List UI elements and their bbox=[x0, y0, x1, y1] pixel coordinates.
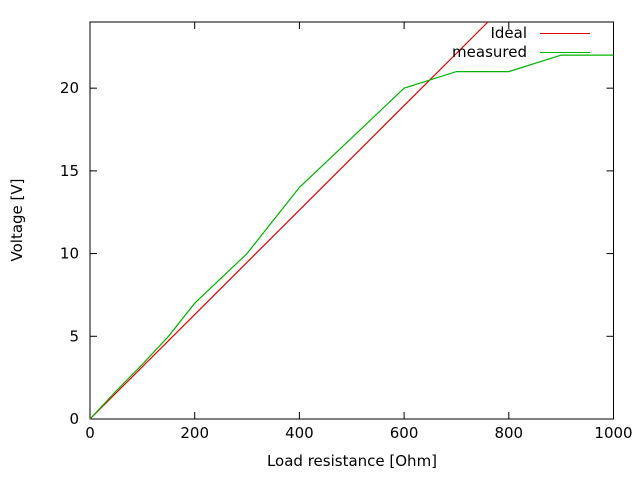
x-tick-label: 200 bbox=[180, 424, 209, 442]
legend-line-sample-ideal bbox=[540, 32, 590, 35]
x-tick-label: 600 bbox=[390, 424, 419, 442]
legend-line-sample-measured bbox=[540, 51, 590, 54]
x-tick-label: 1000 bbox=[594, 424, 632, 442]
legend-label-measured: measured bbox=[452, 43, 527, 61]
x-tick-label: 400 bbox=[285, 424, 314, 442]
x-tick-label: 800 bbox=[494, 424, 523, 442]
legend-row-ideal: Ideal bbox=[400, 24, 590, 43]
y-tick-label: 0 bbox=[69, 410, 79, 428]
y-tick-label: 5 bbox=[69, 327, 79, 345]
y-tick-label: 10 bbox=[60, 245, 79, 263]
y-tick-label: 15 bbox=[60, 162, 79, 180]
y-tick-label: 20 bbox=[60, 79, 79, 97]
legend-label-ideal: Ideal bbox=[490, 24, 527, 42]
y-axis-title: Voltage [V] bbox=[8, 178, 26, 262]
x-axis-title: Load resistance [Ohm] bbox=[266, 452, 438, 470]
legend-row-measured: measured bbox=[400, 43, 590, 62]
series-line-measured bbox=[89, 54, 614, 420]
legend: Ideal measured bbox=[400, 24, 590, 62]
plot-border bbox=[89, 21, 614, 420]
x-tick-label: 0 bbox=[85, 424, 95, 442]
series-line-ideal bbox=[89, 21, 489, 420]
